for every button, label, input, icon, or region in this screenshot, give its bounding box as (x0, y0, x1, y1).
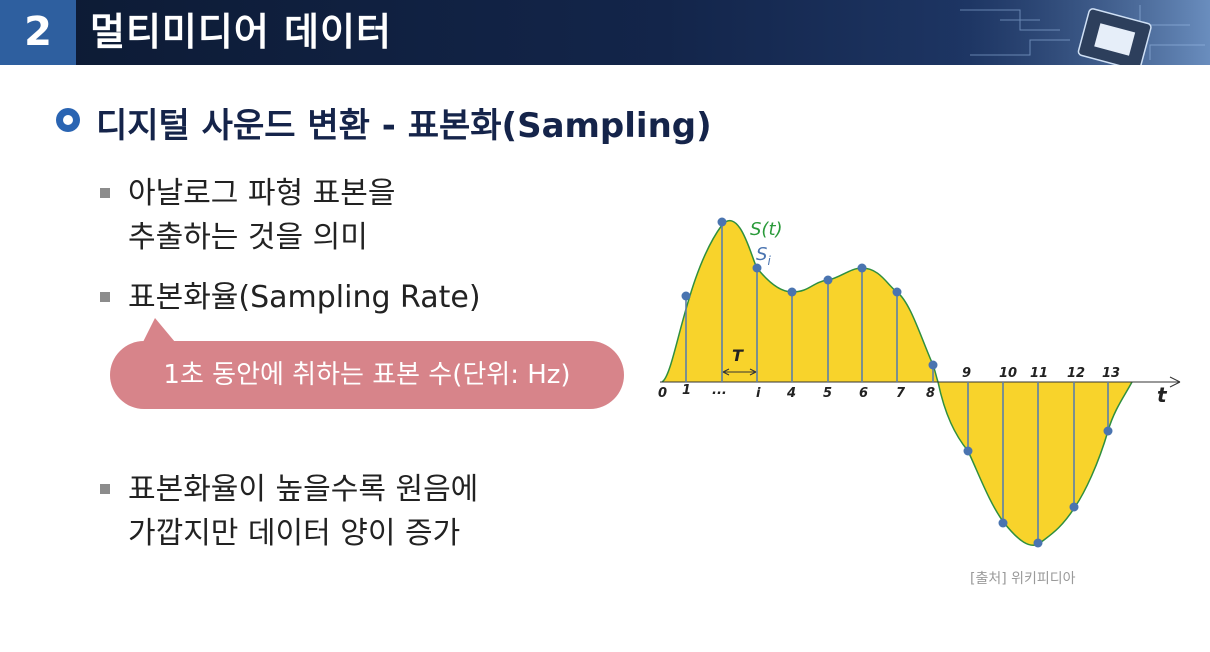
signal-curve (661, 220, 1133, 546)
bullet-line: 추출하는 것을 의미 (128, 220, 368, 255)
callout-bubble (110, 318, 624, 409)
period-label: T (732, 346, 744, 365)
bullet-line: 가깝지만 데이터 양이 증가 (128, 516, 461, 551)
tick-label: 7 (896, 386, 906, 401)
square-bullet-icon (100, 188, 110, 198)
signal-label: S(t) (750, 219, 783, 240)
tick-label: 8 (926, 386, 935, 401)
signal-waveform (661, 220, 1133, 546)
tick-label: 11 (1030, 366, 1048, 381)
tick-label: i (756, 386, 761, 401)
tick-label: 1 (682, 383, 691, 398)
sample-lines (685, 222, 1109, 543)
sampling-diagram: S(t) Si T 0 1 ... i 4 5 6 7 8 9 10 11 12… (658, 217, 1181, 548)
square-bullet-icon (100, 292, 110, 302)
chapter-number: 2 (0, 0, 76, 65)
square-bullet-icon (100, 484, 110, 494)
callout-text: 1초 동안에 취하는 표본 수(단위: Hz) (163, 360, 571, 390)
sample-label: Si (756, 244, 771, 268)
bullet-line: 아날로그 파형 표본을 (128, 176, 396, 211)
sample-points (681, 217, 1113, 548)
tick-label: 9 (962, 366, 971, 381)
time-axis-arrowhead (1169, 376, 1181, 388)
area-above-axis (662, 220, 938, 382)
source-caption: [출처] 위키피디아 (970, 571, 1076, 587)
bullet-line: 표본화율(Sampling Rate) (128, 280, 481, 315)
section-bullet-icon (56, 108, 80, 132)
tick-label: 12 (1067, 366, 1085, 381)
bullet-line: 표본화율이 높을수록 원음에 (128, 472, 479, 507)
header-bar: 2 멀티미디어 데이터 (0, 0, 1210, 65)
tick-label: ... (712, 383, 727, 398)
tick-label: 13 (1102, 366, 1120, 381)
circuit-chip-decoration (940, 0, 1210, 65)
tick-label: 0 (658, 386, 667, 401)
page-title: 멀티미디어 데이터 (90, 10, 392, 54)
area-below-axis (938, 382, 1132, 546)
tick-label: 6 (859, 386, 868, 401)
axis-label-t: t (1157, 383, 1168, 407)
tick-label: 10 (999, 366, 1017, 381)
tick-label: 5 (823, 386, 832, 401)
tick-label: 4 (786, 386, 796, 401)
period-arrow (722, 368, 757, 376)
section-title: 디지털 사운드 변환 - 표본화(Sampling) (96, 106, 712, 146)
